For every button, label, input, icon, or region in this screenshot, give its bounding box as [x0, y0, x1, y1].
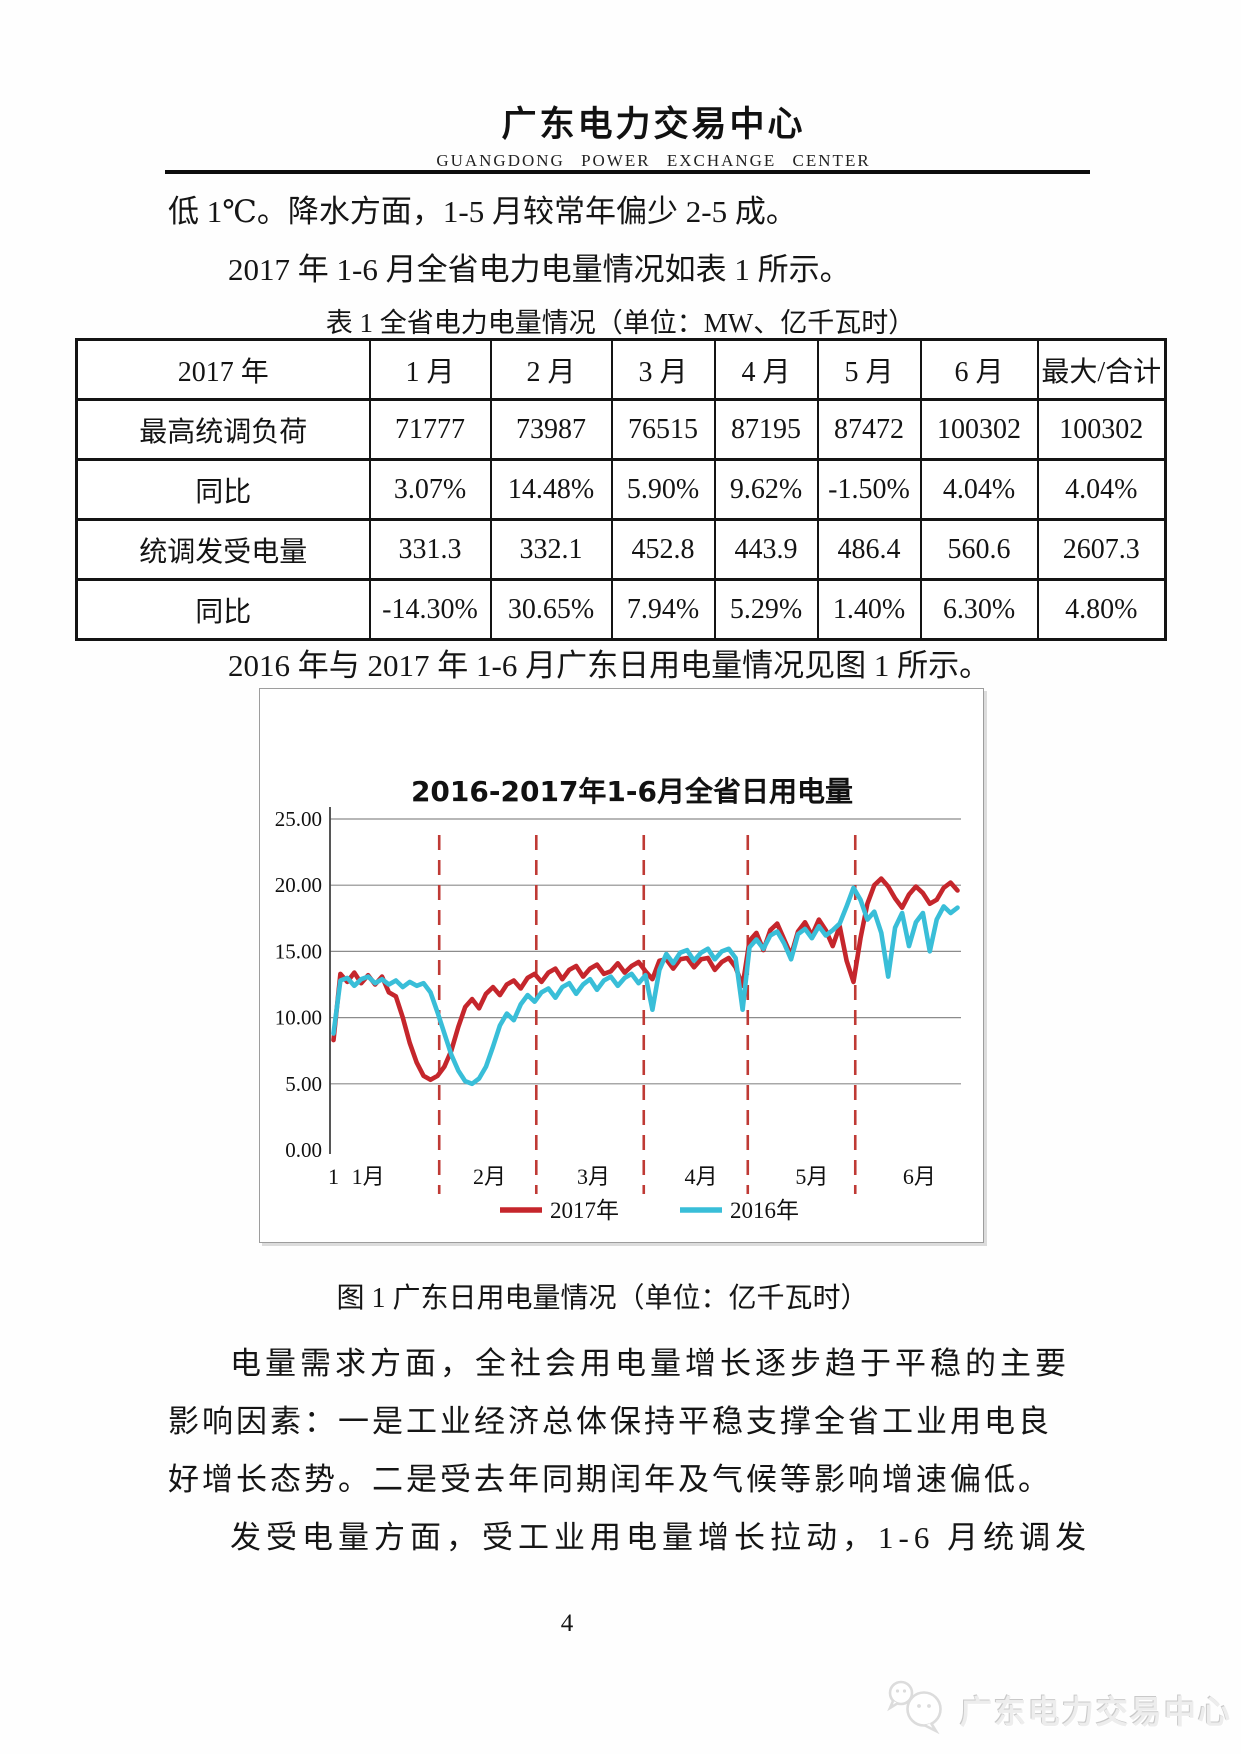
body-line-1: 低 1℃。降水方面，1-5 月较常年偏少 2-5 成。	[168, 194, 797, 229]
body-line-7: 发受电量方面，受工业用电量增长拉动，1-6 月统调发	[230, 1520, 1092, 1555]
value-cell: 3 月	[610, 338, 716, 401]
value-cell: 443.9	[713, 518, 819, 581]
table-row: 最高统调负荷 71777 73987 76515 87195 87472 100302 100…	[75, 398, 1167, 461]
chart-title: 2016-2017年1-6月全省日用电量	[411, 775, 853, 808]
y-tick-label: 15.00	[275, 939, 322, 963]
watermark-text: 广东电力交易中心	[960, 1692, 1233, 1731]
body-line-4: 电量需求方面，全社会用电量增长逐步趋于平稳的主要	[230, 1346, 1070, 1381]
y-tick-label: 25.00	[275, 807, 322, 831]
letterhead-rule	[165, 170, 1090, 174]
y-tick-label: 10.00	[275, 1006, 322, 1030]
legend-label: 2017年	[550, 1198, 619, 1223]
row-label-cell: 同比	[75, 458, 371, 521]
body-line-3: 2016 年与 2017 年 1-6 月广东日用电量情况见图 1 所示。	[228, 648, 991, 683]
body-line-2: 2017 年 1-6 月全省电力电量情况如表 1 所示。	[228, 252, 851, 287]
value-cell: -14.30%	[368, 578, 492, 641]
table-row: 统调发受电量 331.3 332.1 452.8 443.9 486.4 560.6 2607…	[75, 518, 1167, 581]
wechat-icon	[884, 1678, 950, 1741]
value-cell: 6 月	[919, 338, 1039, 401]
value-cell: 7.94%	[610, 578, 716, 641]
row-label-cell: 统调发受电量	[75, 518, 371, 581]
value-cell: 331.3	[368, 518, 492, 581]
value-cell: 87195	[713, 398, 819, 461]
table-caption: 表 1 全省电力电量情况（单位：MW、亿千瓦时）	[325, 308, 916, 338]
row-label-cell: 同比	[75, 578, 371, 641]
figure-caption: 图 1 广东日用电量情况（单位：亿千瓦时）	[336, 1283, 869, 1314]
x-tick-label: 5月	[795, 1164, 828, 1189]
daily-consumption-chart: 2016-2017年1-6月全省日用电量 25.00 20.00 15.00 10.00…	[259, 688, 984, 1243]
value-cell: 9.62%	[713, 458, 819, 521]
value-cell: 452.8	[610, 518, 716, 581]
value-cell: 560.6	[919, 518, 1039, 581]
value-cell: 6.30%	[919, 578, 1039, 641]
y-tick-label: 20.00	[275, 873, 322, 897]
value-cell: 76515	[610, 398, 716, 461]
value-cell: 5.29%	[713, 578, 819, 641]
value-cell: 4 月	[713, 338, 819, 401]
value-cell: 71777	[368, 398, 492, 461]
value-cell: 100302	[919, 398, 1039, 461]
value-cell: 4.04%	[1036, 458, 1167, 521]
x-tick-label: 2月	[473, 1164, 506, 1189]
letterhead: 广东电力交易中心 GUANGDONG POWER EXCHANGE CENTER	[0, 96, 1241, 171]
value-cell: 332.1	[489, 518, 613, 581]
value-cell: 5 月	[816, 338, 922, 401]
value-cell: 5.90%	[610, 458, 716, 521]
x-tick-label: 1月	[352, 1164, 385, 1189]
series-line-2016年	[331, 885, 960, 1087]
value-cell: 2 月	[489, 338, 613, 401]
y-tick-label: 5.00	[285, 1072, 322, 1096]
value-cell: 100302	[1036, 398, 1167, 461]
value-cell: 最大/合计	[1036, 338, 1167, 401]
value-cell: 87472	[816, 398, 922, 461]
value-cell: 486.4	[816, 518, 922, 581]
value-cell: 1.40%	[816, 578, 922, 641]
value-cell: -1.50%	[816, 458, 922, 521]
value-cell: 1 月	[368, 338, 492, 401]
chart-svg: 2016-2017年1-6月全省日用电量25.0020.0015.0010.00…	[275, 775, 961, 1223]
value-cell: 4.04%	[919, 458, 1039, 521]
series-line-2017年	[331, 876, 960, 1083]
page-number: 4	[560, 1610, 574, 1637]
body-line-6: 好增长态势。二是受去年同期闰年及气候等影响增速偏低。	[168, 1462, 1052, 1497]
value-cell: 30.65%	[489, 578, 613, 641]
x-tick-label: 6月	[903, 1164, 936, 1189]
x-tick-label: 3月	[577, 1164, 610, 1189]
table-row: 同比 3.07% 14.48% 5.90% 9.62% -1.50% 4.04% 4.04%	[75, 458, 1167, 521]
row-label-cell: 最高统调负荷	[75, 398, 371, 461]
y-tick-label: 0.00	[285, 1138, 322, 1162]
x-tick-label: 1	[328, 1164, 339, 1189]
letterhead-title-cn: 广东电力交易中心	[501, 105, 806, 145]
legend-label: 2016年	[730, 1198, 799, 1223]
x-tick-label: 4月	[684, 1164, 717, 1189]
value-cell: 3.07%	[368, 458, 492, 521]
value-cell: 73987	[489, 398, 613, 461]
row-label-cell: 2017 年	[75, 338, 371, 401]
value-cell: 4.80%	[1036, 578, 1167, 641]
value-cell: 14.48%	[489, 458, 613, 521]
letterhead-title-en: GUANGDONG POWER EXCHANGE CENTER	[436, 151, 871, 170]
table-row: 同比 -14.30% 30.65% 7.94% 5.29% 1.40% 6.30% 4.80%	[75, 578, 1167, 641]
watermark: 广东电力交易中心	[884, 1678, 1232, 1741]
body-line-5: 影响因素：一是工业经济总体保持平稳支撑全省工业用电良	[168, 1404, 1052, 1439]
value-cell: 2607.3	[1036, 518, 1167, 581]
